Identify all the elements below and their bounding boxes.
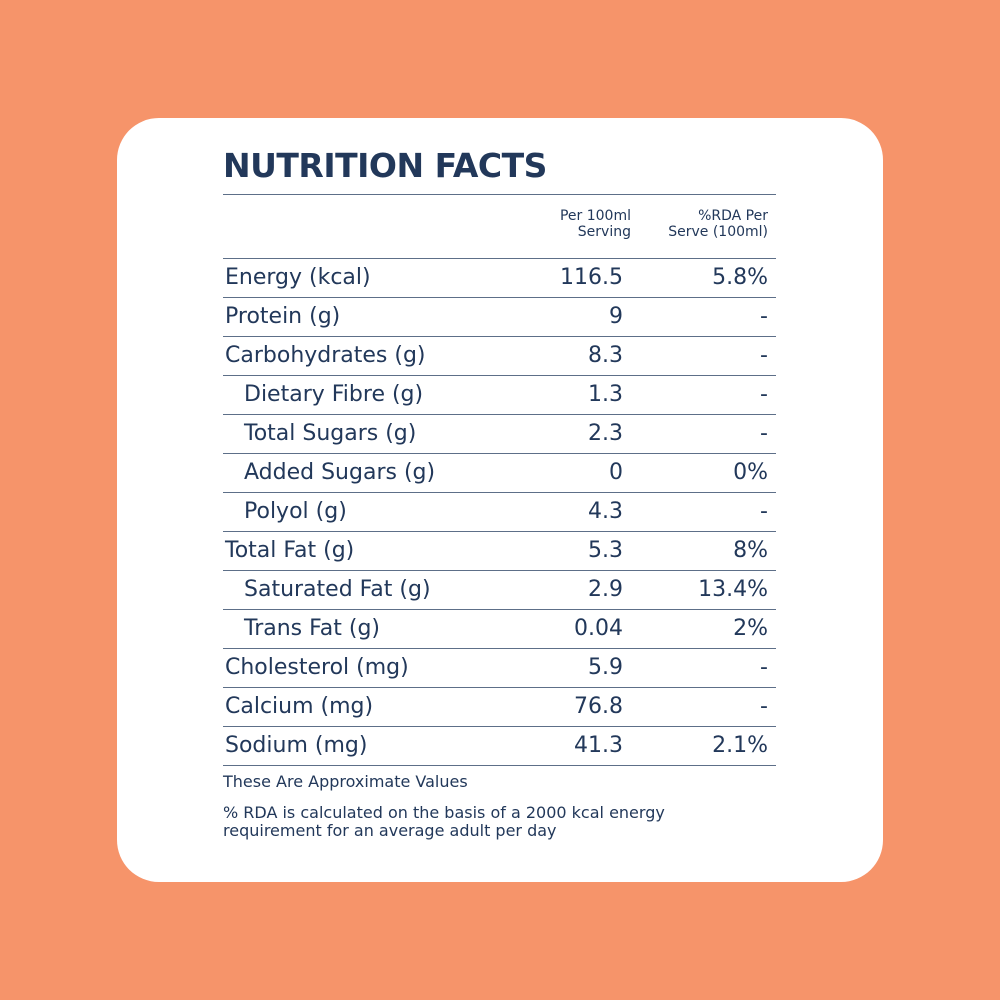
nutrient-value: 41.3 bbox=[574, 733, 623, 758]
table-row: Carbohydrates (g) 8.3 - bbox=[223, 336, 776, 375]
column-header-rda: %RDA Per Serve (100ml) bbox=[668, 208, 768, 240]
nutrition-panel: NUTRITION FACTS Per 100ml Serving %RDA P… bbox=[223, 146, 776, 840]
nutrient-value: 116.5 bbox=[560, 265, 623, 290]
nutrient-value: 76.8 bbox=[574, 694, 623, 719]
nutrient-rda: 0% bbox=[733, 460, 768, 485]
rda-footnote: % RDA is calculated on the basis of a 20… bbox=[223, 803, 665, 840]
nutrient-rda: 2% bbox=[733, 616, 768, 641]
divider bbox=[223, 194, 776, 195]
nutrient-name: Added Sugars (g) bbox=[244, 460, 436, 485]
table-row: Dietary Fibre (g) 1.3 - bbox=[223, 375, 776, 414]
nutrition-table: Energy (kcal) 116.5 5.8% Protein (g) 9 -… bbox=[223, 258, 776, 765]
nutrient-value: 2.9 bbox=[588, 577, 623, 602]
nutrient-name: Energy (kcal) bbox=[225, 265, 371, 290]
nutrient-value: 1.3 bbox=[588, 382, 623, 407]
nutrient-value: 5.9 bbox=[588, 655, 623, 680]
table-row: Trans Fat (g) 0.04 2% bbox=[223, 609, 776, 648]
table-row: Protein (g) 9 - bbox=[223, 297, 776, 336]
nutrient-value: 8.3 bbox=[588, 343, 623, 368]
table-header: Per 100ml Serving %RDA Per Serve (100ml) bbox=[223, 195, 776, 258]
table-row: Energy (kcal) 116.5 5.8% bbox=[223, 258, 776, 297]
nutrition-card: NUTRITION FACTS Per 100ml Serving %RDA P… bbox=[117, 118, 883, 882]
nutrient-value: 0 bbox=[609, 460, 623, 485]
column-header-per-serving: Per 100ml Serving bbox=[559, 208, 631, 240]
table-row: Sodium (mg) 41.3 2.1% bbox=[223, 726, 776, 765]
table-row: Saturated Fat (g) 2.9 13.4% bbox=[223, 570, 776, 609]
table-row: Total Fat (g) 5.3 8% bbox=[223, 531, 776, 570]
page-title: NUTRITION FACTS bbox=[223, 146, 547, 185]
nutrient-name: Carbohydrates (g) bbox=[225, 343, 426, 368]
table-row: Calcium (mg) 76.8 - bbox=[223, 687, 776, 726]
nutrient-name: Sodium (mg) bbox=[225, 733, 368, 758]
nutrient-rda: - bbox=[760, 655, 768, 680]
nutrient-name: Calcium (mg) bbox=[225, 694, 374, 719]
nutrient-value: 4.3 bbox=[588, 499, 623, 524]
nutrient-name: Dietary Fibre (g) bbox=[244, 382, 424, 407]
nutrient-name: Total Fat (g) bbox=[225, 538, 355, 563]
nutrient-name: Protein (g) bbox=[225, 304, 341, 329]
nutrient-rda: 2.1% bbox=[712, 733, 768, 758]
nutrient-rda: - bbox=[760, 343, 768, 368]
nutrient-rda: - bbox=[760, 304, 768, 329]
nutrient-value: 2.3 bbox=[588, 421, 623, 446]
nutrient-value: 5.3 bbox=[588, 538, 623, 563]
nutrient-value: 0.04 bbox=[574, 616, 623, 641]
approx-note: These Are Approximate Values bbox=[223, 772, 468, 791]
nutrient-rda: - bbox=[760, 499, 768, 524]
nutrient-name: Trans Fat (g) bbox=[244, 616, 380, 641]
nutrient-rda: - bbox=[760, 421, 768, 446]
nutrient-name: Polyol (g) bbox=[244, 499, 347, 524]
table-row: Cholesterol (mg) 5.9 - bbox=[223, 648, 776, 687]
nutrient-name: Saturated Fat (g) bbox=[244, 577, 431, 602]
divider bbox=[223, 765, 776, 766]
nutrient-rda: 5.8% bbox=[712, 265, 768, 290]
table-row: Polyol (g) 4.3 - bbox=[223, 492, 776, 531]
nutrient-rda: 8% bbox=[733, 538, 768, 563]
nutrient-rda: 13.4% bbox=[698, 577, 768, 602]
table-row: Added Sugars (g) 0 0% bbox=[223, 453, 776, 492]
nutrient-name: Cholesterol (mg) bbox=[225, 655, 409, 680]
table-row: Total Sugars (g) 2.3 - bbox=[223, 414, 776, 453]
nutrient-name: Total Sugars (g) bbox=[244, 421, 417, 446]
nutrient-value: 9 bbox=[609, 304, 623, 329]
nutrient-rda: - bbox=[760, 382, 768, 407]
nutrient-rda: - bbox=[760, 694, 768, 719]
